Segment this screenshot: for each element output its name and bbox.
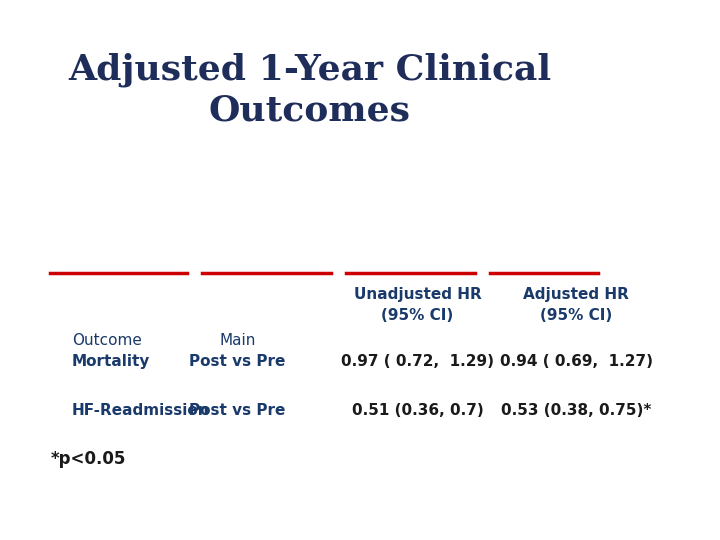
Text: 0.97 ( 0.72,  1.29): 0.97 ( 0.72, 1.29) — [341, 354, 494, 369]
Text: (95% CI): (95% CI) — [382, 308, 454, 323]
Text: 0.94 ( 0.69,  1.27): 0.94 ( 0.69, 1.27) — [500, 354, 652, 369]
Text: Adjusted 1-Year Clinical: Adjusted 1-Year Clinical — [68, 53, 552, 87]
Text: HF-Readmission: HF-Readmission — [72, 403, 210, 418]
Text: 0.51 (0.36, 0.7): 0.51 (0.36, 0.7) — [352, 403, 483, 418]
Text: *p<0.05: *p<0.05 — [50, 450, 126, 468]
Text: Outcome: Outcome — [72, 333, 142, 348]
Text: 0.53 (0.38, 0.75)*: 0.53 (0.38, 0.75)* — [501, 403, 651, 418]
Text: Main: Main — [220, 333, 256, 348]
Text: Adjusted HR: Adjusted HR — [523, 287, 629, 302]
Text: Post vs Pre: Post vs Pre — [189, 403, 286, 418]
Text: Outcomes: Outcomes — [209, 94, 410, 127]
Text: (95% CI): (95% CI) — [540, 308, 612, 323]
Text: Post vs Pre: Post vs Pre — [189, 354, 286, 369]
Text: Mortality: Mortality — [72, 354, 150, 369]
Text: Unadjusted HR: Unadjusted HR — [354, 287, 482, 302]
